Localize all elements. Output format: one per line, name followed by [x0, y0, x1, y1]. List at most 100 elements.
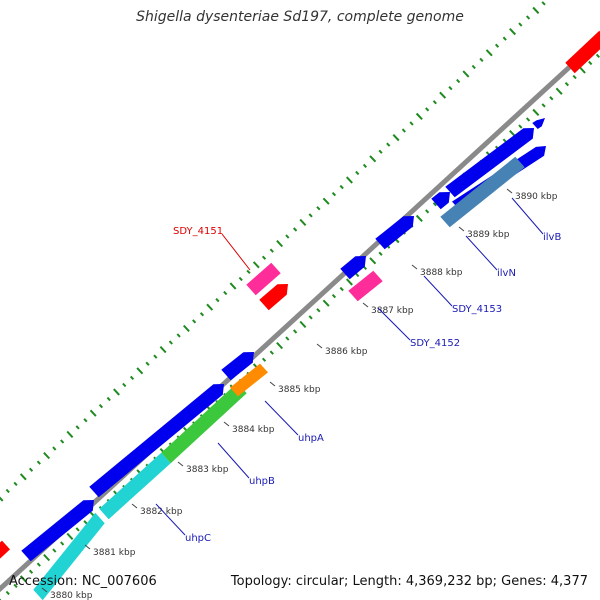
gene-label-leader: [465, 235, 498, 271]
gc-tick: [345, 176, 353, 184]
gc-tick: [541, 1, 546, 6]
gc-tick: [432, 202, 437, 207]
scale-tick: [269, 381, 276, 387]
gene-cds-4: [340, 256, 366, 280]
accession-text: Accession: NC_007606: [9, 574, 157, 589]
gene-uhpa-orange: [230, 363, 268, 397]
gc-tick: [136, 367, 144, 375]
scale-tick: [131, 503, 138, 509]
gc-tick: [456, 78, 461, 84]
gc-tick: [43, 452, 51, 460]
gc-tick: [362, 163, 368, 168]
gc-tick: [13, 583, 18, 588]
gc-tick: [215, 298, 220, 303]
gc-tick: [83, 520, 88, 525]
gene-label-leader: [217, 442, 250, 479]
gc-tick: [36, 460, 41, 465]
scale-tick: [41, 587, 48, 593]
gc-tick: [369, 155, 377, 163]
gc-tick: [339, 184, 344, 190]
gene-cds-9: [532, 118, 545, 129]
gc-tick: [229, 282, 237, 290]
gene-labels: SDY_4151 ilvB ilvN SDY_4153 SDY_4152 uhpA uhpB…: [155, 197, 561, 544]
gc-tick: [129, 375, 135, 380]
gene-cds-7: [445, 128, 534, 198]
gc-tick: [60, 439, 65, 444]
gc-tick: [75, 425, 80, 430]
gc-tick: [153, 354, 158, 359]
gc-tick: [261, 255, 267, 260]
gc-tick: [386, 142, 391, 147]
scale-label: 3887 kbp: [371, 306, 414, 316]
gene-cds-6: [431, 192, 450, 210]
gc-tick: [494, 43, 500, 48]
gc-tick: [409, 121, 414, 126]
gc-tick: [168, 340, 173, 345]
gc-tick: [206, 303, 214, 311]
map-title: Shigella dysenteriae Sd197, complete gen…: [136, 9, 464, 25]
gc-tick: [532, 6, 540, 14]
scale-tick: [316, 343, 323, 349]
gc-tick: [60, 541, 65, 546]
gc-tick: [19, 473, 27, 481]
gc-tick: [308, 315, 313, 320]
gene-label-sdy-4151: SDY_4151: [173, 226, 223, 237]
genome-summary-text: Topology: circular; Length: 4,369,232 bp…: [230, 574, 588, 589]
gc-tick: [331, 192, 337, 197]
gc-tick: [448, 86, 453, 91]
gc-tick: [276, 342, 284, 350]
gc-tick: [316, 206, 321, 211]
gc-tick: [106, 396, 111, 402]
gene-cds-1: [21, 500, 94, 562]
gene-label-sdy-4153: SDY_4153: [452, 304, 502, 315]
gc-tick: [541, 103, 546, 108]
scale-ruler: 3880 kbp 3881 kbp 3882 kbp 3883 kbp 3884 kbp…: [41, 188, 558, 600]
gc-tick: [425, 107, 430, 112]
gc-tick: [401, 128, 406, 133]
gc-tick: [595, 53, 600, 58]
gene-label-uhpb: uhpB: [249, 476, 275, 487]
gc-tick: [299, 320, 307, 328]
gc-tick: [339, 286, 344, 292]
gc-tick: [462, 70, 470, 78]
scale-label: 3890 kbp: [515, 192, 558, 202]
gc-tick: [415, 214, 423, 222]
gene-ilvn-steelblue: [440, 156, 525, 228]
gene-label-leader: [377, 307, 411, 341]
gc-tick: [285, 234, 290, 239]
scale-label: 3880 kbp: [50, 591, 93, 600]
gc-tick: [5, 488, 10, 494]
scale-label: 3885 kbp: [278, 385, 321, 395]
scale-tick: [458, 226, 465, 232]
gc-tick: [564, 82, 570, 87]
gc-tick: [555, 87, 563, 95]
gene-red-top-right: [565, 30, 600, 74]
gc-tick: [432, 100, 437, 105]
gc-tick: [159, 346, 167, 354]
gc-tick: [378, 149, 383, 154]
gc-tick: [572, 74, 577, 80]
gc-tick: [89, 409, 97, 417]
gc-tick: [83, 418, 88, 423]
gc-tick: [355, 272, 360, 278]
gc-tick: [285, 336, 290, 341]
scale-label: 3889 kbp: [467, 230, 510, 240]
gc-tick: [355, 170, 360, 176]
gc-tick: [578, 66, 586, 74]
gc-tick: [485, 49, 493, 57]
gene-features: [0, 30, 600, 600]
scale-label: 3886 kbp: [325, 347, 368, 357]
gc-tick: [43, 554, 51, 562]
gc-tick: [246, 269, 251, 274]
gene-cds-2: [89, 384, 224, 498]
gc-tick: [113, 388, 120, 396]
gene-label-uhpa: uhpA: [298, 433, 324, 444]
gc-tick: [415, 112, 423, 120]
gc-tick: [345, 278, 353, 286]
scale-label: 3888 kbp: [420, 268, 463, 278]
gc-tick: [28, 467, 34, 472]
gc-tick: [269, 350, 274, 355]
gc-tick: [36, 562, 41, 567]
gene-sdy4152-pink: [348, 270, 383, 302]
